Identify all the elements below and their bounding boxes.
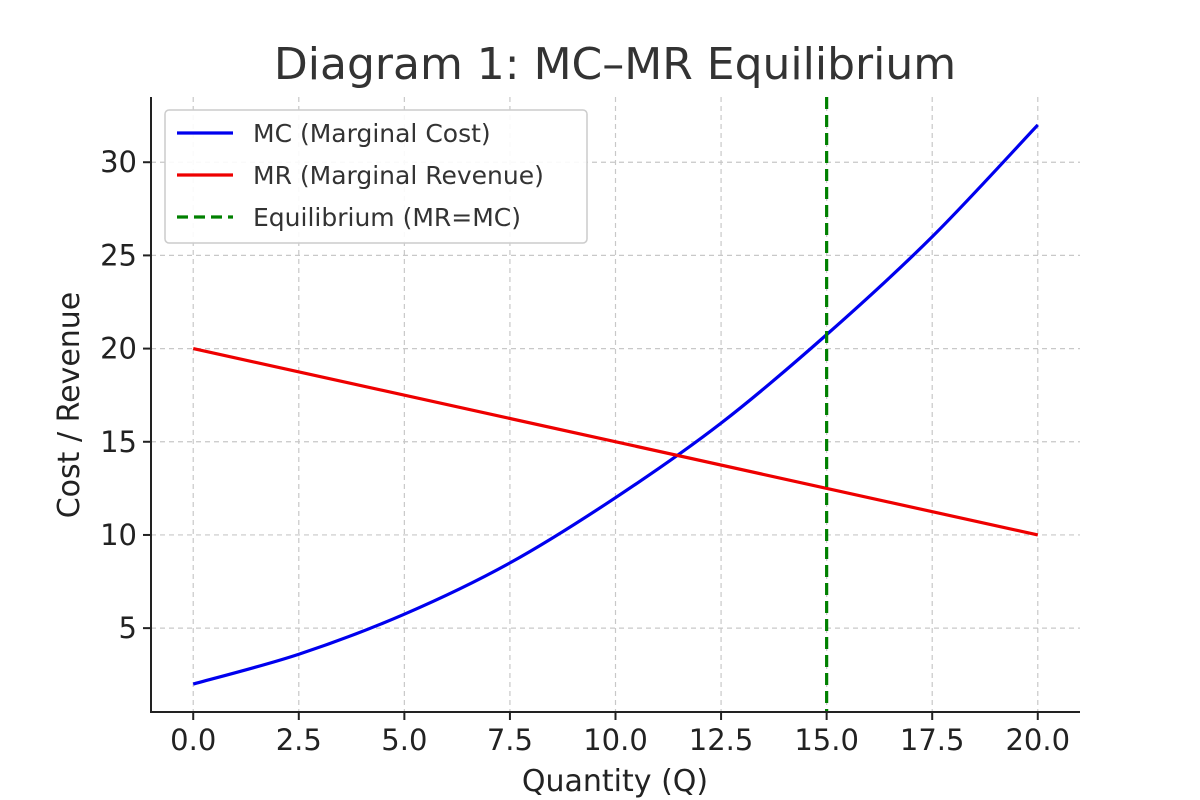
x-tick-label: 20.0 — [1005, 723, 1070, 757]
legend-equilibrium-label: Equilibrium (MR=MC) — [253, 203, 521, 232]
x-tick-label: 10.0 — [583, 723, 648, 757]
y-tick-label: 20 — [100, 332, 137, 366]
chart-title: Diagram 1: MC–MR Equilibrium — [274, 39, 956, 90]
y-tick-label: 5 — [119, 611, 137, 645]
axes-layer: 0.0 2.5 5.0 7.5 10.0 12.5 15.0 17.5 20.0 5 10 15 20 2… — [100, 97, 1080, 757]
x-axis-label: Quantity (Q) — [522, 764, 708, 799]
y-tick-label: 30 — [100, 145, 137, 179]
mr-line — [192, 347, 1039, 537]
axes-spine — [150, 97, 1080, 713]
legend-mr-label: MR (Marginal Revenue) — [253, 161, 544, 190]
x-tick-label: 2.5 — [276, 723, 322, 757]
y-axis-label: Cost / Revenue — [52, 292, 87, 519]
legend-mc-label: MC (Marginal Cost) — [253, 119, 491, 148]
x-tick-label: 0.0 — [170, 723, 216, 757]
y-tick-label: 15 — [100, 425, 137, 459]
x-tick-label: 7.5 — [487, 723, 533, 757]
x-tick-label: 17.5 — [900, 723, 965, 757]
series-layer — [192, 97, 1039, 712]
x-tick-label: 12.5 — [689, 723, 754, 757]
x-tick-label: 5.0 — [381, 723, 427, 757]
y-tick-label: 10 — [100, 518, 137, 552]
x-tick-label: 15.0 — [794, 723, 859, 757]
legend-box — [164, 109, 588, 244]
legend: MC (Marginal Cost) MR (Marginal Revenue) E… — [164, 109, 588, 244]
mc-line — [192, 123, 1039, 686]
y-tick-label: 25 — [100, 238, 137, 272]
